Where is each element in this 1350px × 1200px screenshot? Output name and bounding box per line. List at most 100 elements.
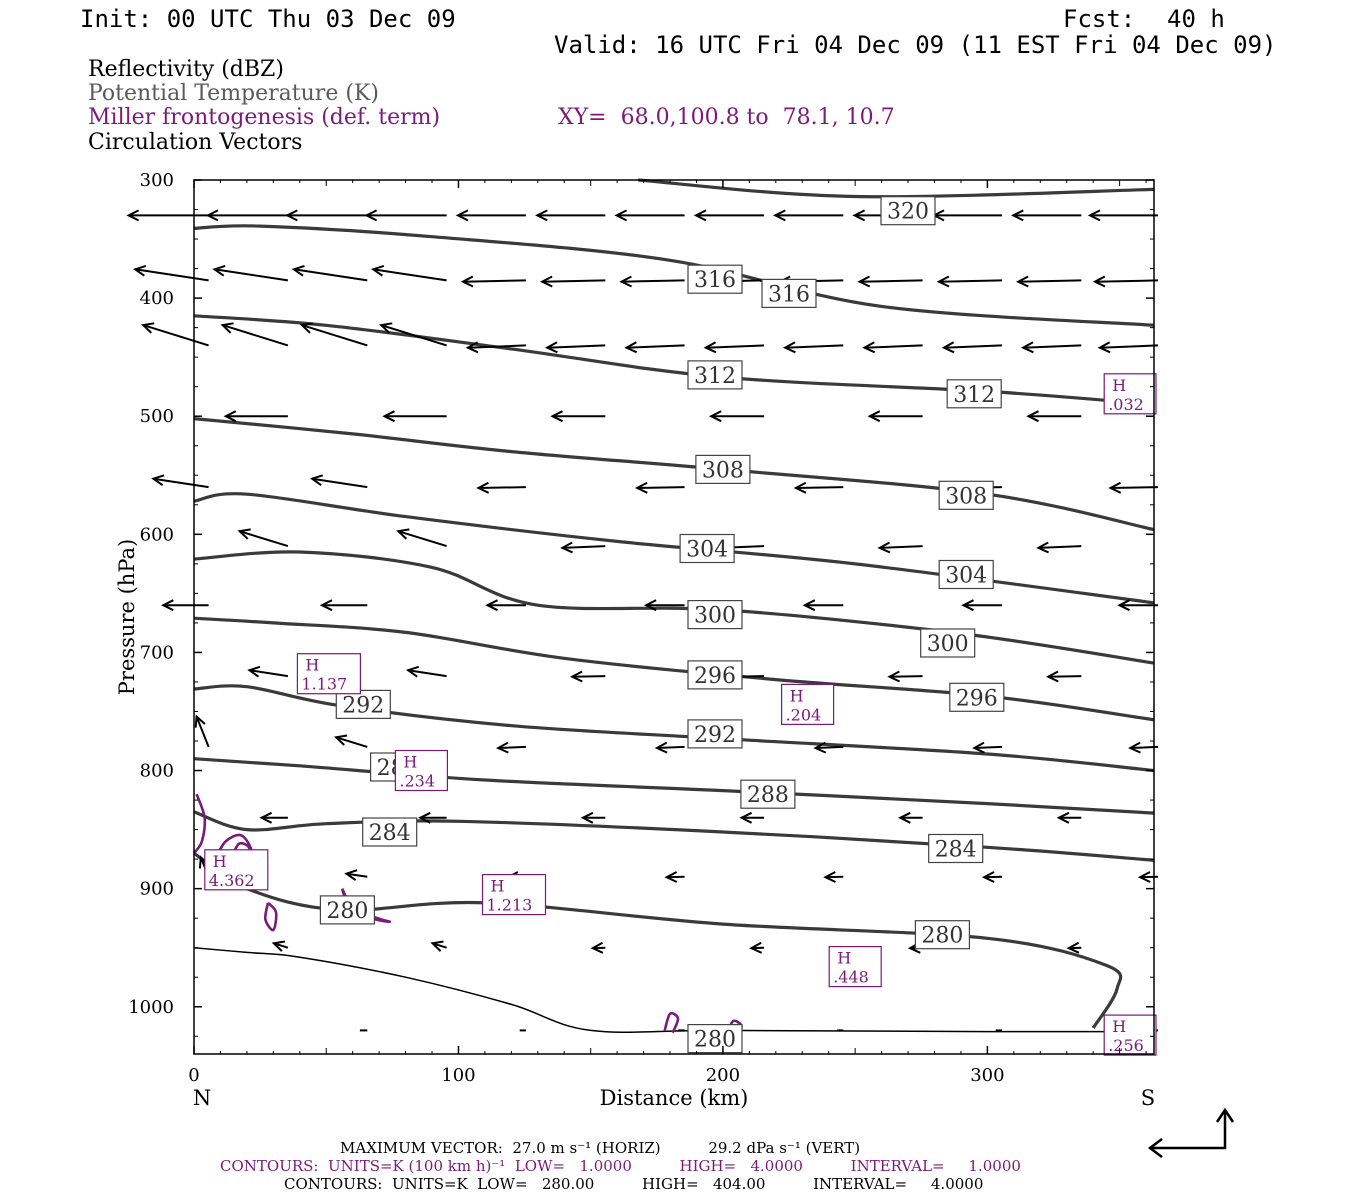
circulation-vector-head (1020, 341, 1034, 354)
theta-contour-labels: 320 316 316 312 312 308 308 304 304 300 300 296 296 2… (319, 196, 1005, 1054)
theta-contour-316 (193, 224, 1155, 327)
circulation-vector-head (739, 811, 753, 824)
circulation-vector-head (309, 474, 324, 487)
circulation-vector-head (535, 209, 548, 222)
circulation-vector (407, 669, 447, 678)
theta-contour-284 (193, 810, 1155, 862)
theta-contour-292 (193, 684, 1155, 773)
y-tick-label: 500 (140, 406, 174, 427)
circulation-vector-head (569, 670, 583, 683)
circulation-vector-head (237, 528, 251, 540)
circulation-vector-head (405, 665, 420, 678)
circulation-vector (621, 279, 685, 283)
circulation-vector (859, 279, 923, 283)
circulation-vector-head (773, 209, 786, 222)
circulation-vector-head (857, 275, 871, 288)
y-tick-label: 400 (140, 288, 174, 309)
legend-reflectivity: Reflectivity (dBZ) (88, 57, 284, 82)
fronto-max-box (828, 945, 882, 988)
maximum-vector-note: MAXIMUM VECTOR: 27.0 m s⁻¹ (HORIZ) 29.2 … (340, 1139, 861, 1157)
circulation-vector (795, 486, 844, 489)
circulation-vector (1110, 486, 1159, 489)
fronto-max-value: .032 (1108, 395, 1144, 414)
circulation-vector-head (396, 528, 410, 540)
circulation-vector-head (887, 670, 901, 683)
theta-label-box (335, 689, 391, 720)
fronto-max-box (1103, 1014, 1157, 1056)
circulation-vector-head (708, 410, 722, 423)
circulation-vector-head (382, 410, 395, 423)
fronto-max-letter: H (213, 852, 227, 871)
circulation-vector-head (212, 264, 226, 277)
circulation-vector-head (619, 275, 633, 288)
theta-contour-280 (193, 851, 1123, 1029)
circulation-vector (222, 324, 289, 347)
reference-vector-icon (1147, 1107, 1235, 1158)
theta-label-box (319, 895, 375, 925)
circulation-vector (239, 530, 289, 548)
fronto-max-letter: H (790, 686, 804, 705)
circulation-vector-head (1097, 341, 1111, 354)
fronto-max-value: .234 (399, 772, 435, 791)
circulation-vector-head (981, 871, 995, 883)
circulation-vector (462, 279, 526, 283)
theta-contour-320 (638, 178, 1155, 199)
circulation-vector (785, 344, 844, 349)
fronto-max-box (204, 849, 269, 891)
circulation-vector-head (465, 341, 479, 354)
frontogenesis-maxima: H4.362H1.137H.234H1.213H.204H.448H.032H.… (204, 373, 1157, 1056)
theta-label: 316 (694, 268, 736, 293)
circulation-vector-head (460, 275, 474, 288)
circulation-vector (1023, 344, 1082, 349)
theta-label: 292 (694, 723, 736, 748)
circulation-vector-head (961, 599, 974, 612)
circulation-vector-head (1092, 275, 1106, 288)
circulation-vector-head (867, 410, 881, 423)
theta-label-box (740, 779, 796, 809)
y-tick-label: 800 (140, 761, 174, 782)
frontogenesis-contour (263, 901, 278, 932)
circulation-vector-head (161, 599, 174, 612)
circulation-vector (432, 942, 447, 949)
circulation-vector-head (1026, 410, 1039, 423)
forecast-hours: 40 h (1167, 5, 1225, 33)
circulation-vector (938, 279, 1003, 283)
x-axis-title: Distance (km) (600, 1086, 749, 1110)
circulation-vector-head (126, 209, 140, 222)
circulation-vector-head (643, 599, 657, 612)
theta-label-box (687, 264, 743, 294)
circulation-vector-head (898, 811, 911, 824)
x-tick-label: 200 (706, 1065, 740, 1086)
circulation-vector-head (299, 322, 314, 334)
circulation-vector (562, 545, 606, 549)
fronto-max-box (780, 683, 835, 726)
y-tick-label: 600 (140, 524, 174, 545)
circulation-vector-head (418, 811, 431, 824)
left-endpoint-label: N (193, 1086, 211, 1110)
theta-label-box (928, 833, 984, 864)
circulation-vector (626, 344, 685, 349)
theta-label: 296 (694, 664, 736, 689)
theta-label: 300 (927, 632, 969, 657)
fronto-max-value: .256 (1108, 1036, 1144, 1055)
theta-label-box (880, 196, 936, 226)
frontogenesis-contour (192, 793, 207, 854)
circulation-vector (478, 486, 526, 489)
theta-label: 304 (686, 538, 728, 563)
circulation-vector-head (1137, 871, 1151, 883)
circulation-vector-head (852, 209, 866, 222)
circulation-vector-head (749, 941, 763, 954)
theta-label: 312 (694, 364, 736, 389)
theta-label-box (679, 533, 735, 564)
circulation-vector (547, 344, 606, 349)
fronto-max-letter: H (837, 949, 851, 968)
circulation-vector-head (223, 410, 237, 423)
circulation-vector (879, 545, 923, 549)
circulation-vector-head (802, 599, 816, 612)
circulation-vector-head (1036, 541, 1050, 554)
circulation-vector-head (220, 322, 234, 334)
theta-label-box (695, 454, 751, 484)
circulation-vector-head (485, 599, 498, 612)
theta-label: 300 (694, 604, 736, 629)
